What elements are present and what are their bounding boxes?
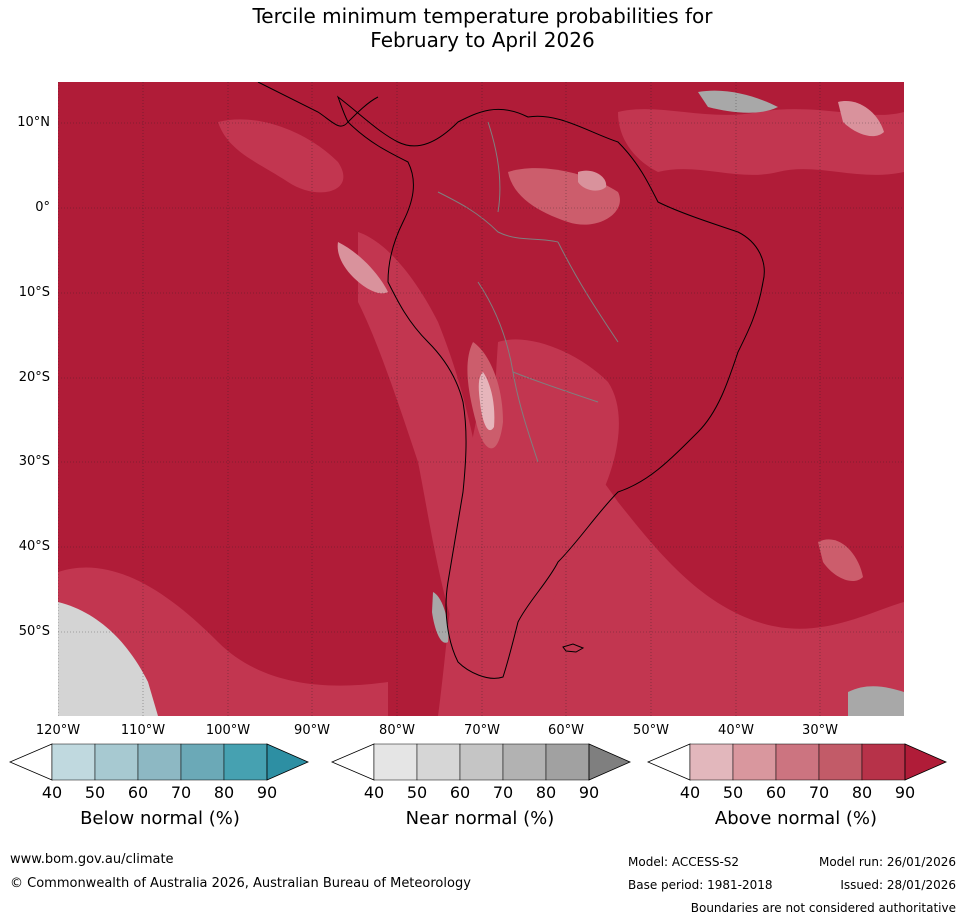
title-line-2: February to April 2026 <box>370 28 595 52</box>
lon-label-60w: 60°W <box>548 723 584 738</box>
colorbar-above-swatch-70 <box>818 743 863 781</box>
near-tick-70: 70 <box>492 783 514 802</box>
colorbar-near-normal <box>330 743 631 781</box>
contour-caribbean <box>218 119 344 193</box>
colorbar-below-swatch-80 <box>223 743 268 781</box>
colorbar-below-arrow-right <box>266 743 309 781</box>
above-tick-60: 60 <box>765 783 787 802</box>
lon-label-100w: 100°W <box>205 723 251 738</box>
contour-andes-west <box>358 232 498 642</box>
colorbar-near-arrow-right <box>588 743 631 781</box>
below-tick-40: 40 <box>41 783 63 802</box>
near-normal-tierra-del-fuego <box>432 592 449 643</box>
base-period: Base period: 1981-2018 <box>628 878 773 892</box>
below-normal-title: Below normal (%) <box>80 808 240 829</box>
above-normal-title: Above normal (%) <box>714 808 878 829</box>
above-tick-80: 80 <box>851 783 873 802</box>
lat-label-40s: 40°S <box>18 539 50 554</box>
colorbar-below-arrow-left <box>8 743 53 781</box>
colorbar-above-swatch-80 <box>861 743 906 781</box>
near-tick-90: 90 <box>578 783 600 802</box>
colorbar-below-swatch-70 <box>180 743 225 781</box>
contour-ne-atlantic <box>838 101 884 137</box>
above-tick-90: 90 <box>894 783 916 802</box>
graticule <box>58 82 904 716</box>
lat-label-30s: 30°S <box>18 454 50 469</box>
colorbar-above-swatch-50 <box>732 743 777 781</box>
below-tick-60: 60 <box>127 783 149 802</box>
colorbar-near-swatch-80 <box>545 743 590 781</box>
colorbar-below-swatch-40 <box>51 743 96 781</box>
near-normal-title: Near normal (%) <box>405 808 555 829</box>
forecast-map <box>58 82 904 716</box>
near-normal-regions <box>58 90 904 716</box>
colorbar-above-normal <box>646 743 947 781</box>
country-borders <box>437 121 619 463</box>
lat-label-10s: 10°S <box>18 285 50 300</box>
contour-atacama <box>478 372 495 431</box>
colorbar-near-arrow-left <box>330 743 375 781</box>
above-tick-50: 50 <box>722 783 744 802</box>
chart-title: Tercile minimum temperature probabilitie… <box>0 4 965 52</box>
lon-label-80w: 80°W <box>379 723 415 738</box>
colorbar-near-swatch-40 <box>373 743 418 781</box>
colorbar-near-swatch-60 <box>459 743 504 781</box>
south-america-coastline <box>336 95 765 679</box>
lon-label-110w: 110°W <box>120 723 166 738</box>
boundaries-disclaimer: Boundaries are not considered authoritat… <box>690 901 956 915</box>
falkland-islands <box>562 643 585 653</box>
near-normal-sw-pacific <box>58 602 158 716</box>
contour-atlantic-east <box>818 539 863 582</box>
lon-label-40w: 40°W <box>718 723 754 738</box>
near-tick-60: 60 <box>449 783 471 802</box>
near-normal-se-atlantic <box>848 686 904 716</box>
colorbar-above-swatch-40 <box>689 743 734 781</box>
colorbar-near-swatch-70 <box>502 743 547 781</box>
colorbar-above-swatch-60 <box>775 743 820 781</box>
probability-contours <box>58 101 904 716</box>
website-link[interactable]: www.bom.gov.au/climate <box>10 852 174 867</box>
central-america-coastline <box>257 82 379 127</box>
lat-label-0: 0° <box>35 200 50 215</box>
lon-label-30w: 30°W <box>802 723 838 738</box>
near-normal-north-atlantic <box>698 90 778 113</box>
above-tick-40: 40 <box>679 783 701 802</box>
below-tick-50: 50 <box>84 783 106 802</box>
near-tick-80: 80 <box>535 783 557 802</box>
below-tick-70: 70 <box>170 783 192 802</box>
lon-label-70w: 70°W <box>464 723 500 738</box>
model-name: Model: ACCESS-S2 <box>628 855 740 869</box>
lon-label-90w: 90°W <box>294 723 330 738</box>
above-tick-70: 70 <box>808 783 830 802</box>
lat-label-20s: 20°S <box>18 370 50 385</box>
contour-guianas <box>578 170 607 191</box>
contour-north-coast <box>618 109 904 175</box>
issued-date: Issued: 28/01/2026 <box>840 878 956 892</box>
lat-label-50s: 50°S <box>18 624 50 639</box>
near-tick-40: 40 <box>363 783 385 802</box>
model-run-date: Model run: 26/01/2026 <box>818 855 956 869</box>
below-tick-90: 90 <box>256 783 278 802</box>
contour-southern-cone <box>493 339 619 642</box>
contour-peru-coast <box>337 242 388 294</box>
below-tick-80: 80 <box>213 783 235 802</box>
near-tick-50: 50 <box>406 783 428 802</box>
colorbar-above-arrow-left <box>646 743 691 781</box>
copyright-notice: © Commonwealth of Australia 2026, Austra… <box>10 876 471 891</box>
lon-label-120w: 120°W <box>35 723 81 738</box>
colorbar-below-swatch-50 <box>94 743 139 781</box>
colorbar-below-normal <box>8 743 309 781</box>
colorbar-below-swatch-60 <box>137 743 182 781</box>
lat-label-10n: 10°N <box>17 115 50 130</box>
lon-label-50w: 50°W <box>633 723 669 738</box>
title-line-1: Tercile minimum temperature probabilitie… <box>252 4 713 28</box>
colorbar-above-arrow-right <box>904 743 947 781</box>
colorbar-near-swatch-50 <box>416 743 461 781</box>
